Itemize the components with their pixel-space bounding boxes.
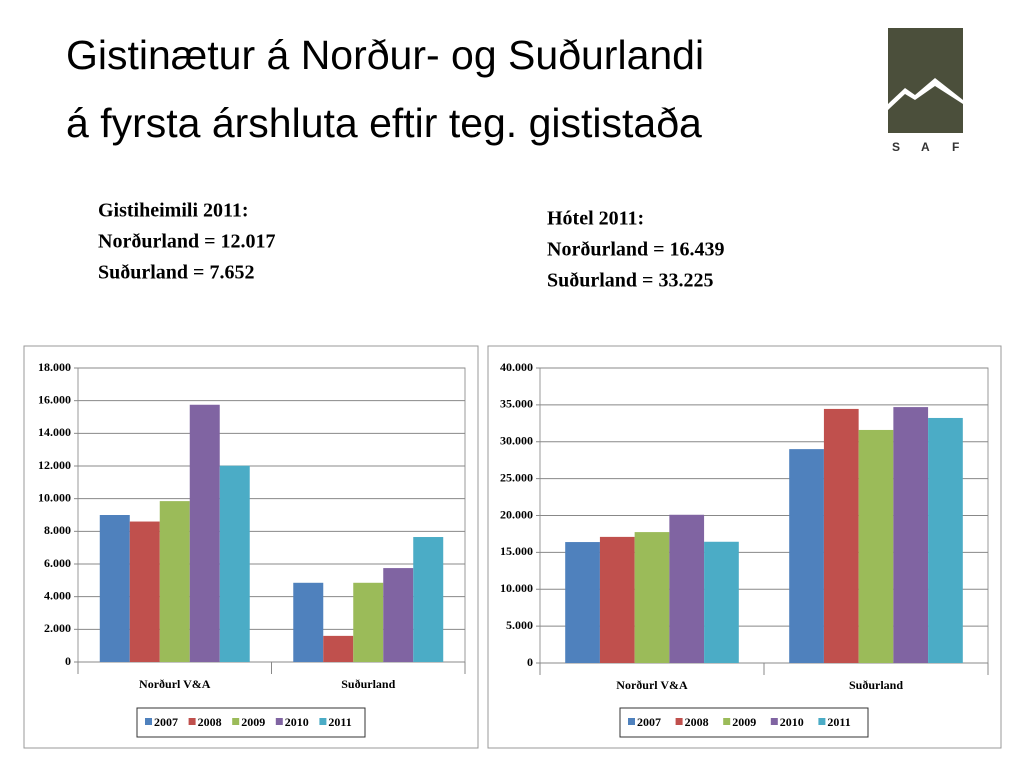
legend-swatch: [770, 718, 778, 725]
note: Suðurland = 7.652: [98, 262, 254, 284]
title-line: Gistinætur á Norður- og Suðurlandi: [66, 32, 704, 78]
y-tick-label: 5.000: [506, 618, 533, 632]
x-tick-label: Suðurland: [849, 678, 903, 692]
note: Norðurland = 12.017: [98, 231, 276, 253]
logo-letter: F: [952, 140, 959, 154]
y-tick-label: 2.000: [44, 621, 71, 635]
bar: [789, 449, 824, 663]
y-tick-label: 10.000: [38, 490, 71, 504]
y-tick-label: 4.000: [44, 588, 71, 602]
y-tick-label: 0: [527, 655, 533, 669]
legend-swatch: [275, 718, 283, 725]
legend-swatch: [145, 718, 152, 725]
title-line: á fyrsta árshluta eftir teg. gististaða: [66, 100, 702, 146]
note: Norðurland = 16.439: [547, 239, 725, 261]
logo-letter: S: [892, 140, 900, 154]
note: Suðurland = 33.225: [547, 270, 713, 292]
legend-swatch: [232, 718, 240, 725]
bar: [704, 541, 739, 663]
note: Hótel 2011:: [547, 208, 644, 230]
logo-box: [888, 28, 963, 133]
bar: [383, 568, 414, 662]
bar: [858, 429, 894, 663]
legend-swatch: [319, 718, 327, 725]
bar: [634, 532, 670, 663]
bar: [129, 521, 160, 662]
logo: S A F: [888, 28, 963, 154]
y-tick-label: 8.000: [44, 523, 71, 537]
bar: [565, 542, 600, 663]
logo-letter: A: [921, 140, 930, 154]
bar: [323, 635, 354, 662]
legend-box: [619, 707, 869, 738]
bar: [159, 501, 190, 662]
bar: [293, 582, 324, 662]
y-tick-label: 30.000: [500, 434, 533, 448]
bar: [928, 417, 963, 663]
y-tick-label: 6.000: [44, 556, 71, 570]
bar: [823, 408, 859, 663]
legend-label: 2008: [198, 715, 222, 729]
y-tick-label: 25.000: [500, 470, 533, 484]
legend-label: 2011: [328, 715, 351, 729]
bar: [413, 537, 444, 662]
y-tick-label: 40.000: [500, 360, 533, 374]
legend-label: 2009: [241, 715, 265, 729]
bar: [189, 404, 220, 662]
y-tick-label: 0: [65, 654, 71, 668]
bar: [893, 407, 929, 663]
legend-box: [136, 707, 366, 738]
y-tick-label: 35.000: [500, 397, 533, 411]
y-tick-label: 12.000: [38, 458, 71, 472]
legend-label: 2008: [685, 715, 709, 729]
legend-swatch: [188, 718, 196, 725]
legend-swatch: [675, 718, 683, 725]
legend-label: 2010: [285, 715, 309, 729]
legend-label: 2011: [827, 715, 850, 729]
chart-frame: [23, 345, 479, 749]
x-tick-label: Suðurland: [341, 677, 395, 691]
legend-swatch: [628, 718, 635, 725]
y-tick-label: 18.000: [38, 360, 71, 374]
legend-label: 2007: [154, 715, 178, 729]
legend-label: 2009: [732, 715, 756, 729]
y-tick-label: 14.000: [38, 425, 71, 439]
bar: [219, 465, 250, 662]
y-tick-label: 15.000: [500, 544, 533, 558]
logo-mountain: [888, 78, 963, 110]
bar: [353, 582, 384, 662]
note: Gistiheimili 2011:: [98, 200, 249, 222]
legend-swatch: [723, 718, 731, 725]
legend-label: 2010: [780, 715, 804, 729]
bar: [99, 515, 130, 662]
y-tick-label: 10.000: [500, 581, 533, 595]
bar: [599, 536, 635, 663]
legend-label: 2007: [637, 715, 661, 729]
x-tick-label: Norðurl V&A: [139, 677, 211, 691]
y-tick-label: 20.000: [500, 507, 533, 521]
x-tick-label: Norðurl V&A: [616, 678, 688, 692]
y-tick-label: 16.000: [38, 392, 71, 406]
bar: [669, 514, 705, 663]
legend-swatch: [818, 718, 826, 725]
